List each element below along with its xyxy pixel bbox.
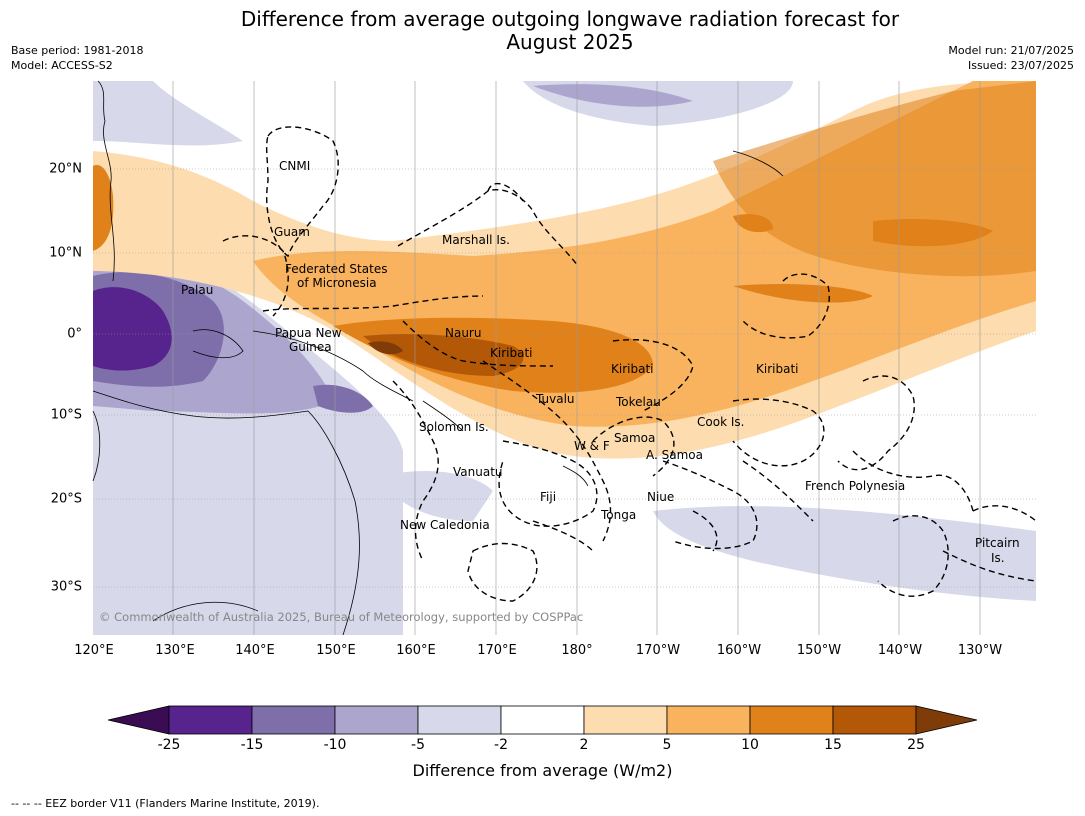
lon-tick-180: 180° bbox=[561, 643, 593, 658]
lon-tick-130w: 130°W bbox=[957, 643, 1003, 658]
lon-tick-150e: 150°E bbox=[316, 643, 356, 658]
lon-tick-170e: 170°E bbox=[477, 643, 517, 658]
colorbar-segment bbox=[915, 705, 978, 735]
region-label-fiji: Fiji bbox=[540, 490, 556, 504]
map-title-line-1: Difference from average outgoing longwav… bbox=[240, 7, 900, 31]
negative-anomaly-regions bbox=[93, 81, 1036, 635]
lat-tick-20n: 20°N bbox=[49, 161, 82, 177]
lon-tick-150w: 150°W bbox=[796, 643, 842, 658]
region-label-pitcairn-1: Pitcairn bbox=[975, 536, 1020, 550]
map-gridlines bbox=[93, 81, 1036, 635]
colorbar bbox=[108, 705, 978, 735]
region-label-kiribati-line: Kiribati bbox=[756, 362, 798, 376]
region-label-new-caledonia: New Caledonia bbox=[400, 518, 490, 532]
colorbar-tick: -25 bbox=[157, 737, 181, 753]
colorbar-segment bbox=[251, 705, 336, 735]
region-label-micronesia-1: Federated States bbox=[285, 262, 387, 276]
lon-tick-130e: 130°E bbox=[155, 643, 195, 658]
lon-tick-140e: 140°E bbox=[235, 643, 275, 658]
region-label-marshall-islands: Marshall Is. bbox=[442, 233, 510, 247]
region-label-solomon: Solomon Is. bbox=[419, 420, 489, 434]
region-label-palau: Palau bbox=[181, 283, 213, 297]
region-label-nauru: Nauru bbox=[445, 326, 481, 340]
region-label-cnmi: CNMI bbox=[279, 159, 310, 173]
lat-tick-30s: 30°S bbox=[50, 579, 82, 595]
region-label-tonga: Tonga bbox=[600, 508, 636, 522]
anomaly-map: CNMI Guam Marshall Is. Federated States … bbox=[92, 80, 1037, 636]
region-label-tuvalu: Tuvalu bbox=[535, 392, 575, 406]
colorbar-tick: -2 bbox=[494, 737, 508, 753]
lon-tick-140w: 140°W bbox=[877, 643, 923, 658]
region-label-niue: Niue bbox=[647, 490, 674, 504]
region-label-tokelau: Tokelau bbox=[615, 395, 661, 409]
colorbar-segment bbox=[749, 705, 834, 735]
region-label-guam: Guam bbox=[274, 225, 310, 239]
colorbar-segment bbox=[666, 705, 751, 735]
colorbar-segment bbox=[417, 705, 502, 735]
copyright-notice: © Commonwealth of Australia 2025, Bureau… bbox=[99, 610, 584, 624]
colorbar-segment bbox=[334, 705, 419, 735]
colorbar-tick: -15 bbox=[240, 737, 264, 753]
positive-anomaly-regions bbox=[93, 81, 1036, 459]
region-label-kiribati-phoenix: Kiribati bbox=[611, 362, 653, 376]
region-label-pitcairn-2: Is. bbox=[991, 551, 1005, 565]
region-label-samoa: Samoa bbox=[614, 431, 655, 445]
colorbar-segment bbox=[583, 705, 668, 735]
lon-tick-160e: 160°E bbox=[396, 643, 436, 658]
region-label-micronesia-2: of Micronesia bbox=[297, 276, 377, 290]
colorbar-tick: 5 bbox=[662, 737, 672, 753]
model-run-info: Model run: 21/07/2025 Issued: 23/07/2025 bbox=[948, 43, 1074, 73]
lon-tick-120e: 120°E bbox=[74, 643, 114, 658]
colorbar-tick: 15 bbox=[824, 737, 842, 753]
lon-tick-170w: 170°W bbox=[635, 643, 681, 658]
region-label-png-1: Papua New bbox=[275, 326, 342, 340]
lat-tick-10s: 10°S bbox=[50, 407, 82, 423]
region-label-french-polynesia: French Polynesia bbox=[805, 479, 905, 493]
colorbar-segment bbox=[108, 705, 170, 735]
lat-tick-0: 0° bbox=[67, 326, 82, 342]
colorbar-label: Difference from average (W/m2) bbox=[412, 761, 673, 780]
region-label-vanuatu: Vanuatu bbox=[453, 465, 503, 479]
eez-border-note: -- -- -- EEZ border V11 (Flanders Marine… bbox=[11, 797, 320, 810]
model-name: Model: ACCESS-S2 bbox=[11, 59, 113, 72]
colorbar-segment bbox=[168, 705, 253, 735]
eez-borders bbox=[222, 126, 1037, 602]
map-title: Difference from average outgoing longwav… bbox=[0, 8, 1085, 54]
colorbar-tick: 2 bbox=[579, 737, 589, 753]
colorbar-segments bbox=[108, 705, 978, 735]
colorbar-tick: 25 bbox=[907, 737, 925, 753]
base-period: Base period: 1981-2018 bbox=[11, 44, 144, 57]
region-label-png-2: Guinea bbox=[289, 340, 332, 354]
coastlines bbox=[92, 80, 784, 636]
region-label-wallis-futuna: W & F bbox=[574, 439, 610, 453]
region-label-cook-islands: Cook Is. bbox=[697, 415, 744, 429]
region-label-american-samoa: A. Samoa bbox=[646, 448, 703, 462]
issued-date: Issued: 23/07/2025 bbox=[967, 59, 1074, 72]
lat-tick-20s: 20°S bbox=[50, 491, 82, 507]
colorbar-segment bbox=[500, 705, 585, 735]
colorbar-tick: -5 bbox=[411, 737, 425, 753]
region-label-kiribati-gilbert: Kiribati bbox=[490, 346, 532, 360]
lat-tick-10n: 10°N bbox=[49, 245, 82, 261]
region-labels: CNMI Guam Marshall Is. Federated States … bbox=[181, 159, 1020, 565]
colorbar-tick: -10 bbox=[323, 737, 347, 753]
lon-tick-160w: 160°W bbox=[716, 643, 762, 658]
colorbar-tick: 10 bbox=[741, 737, 759, 753]
map-title-line-2: August 2025 bbox=[506, 30, 634, 54]
base-period-info: Base period: 1981-2018 Model: ACCESS-S2 bbox=[11, 43, 143, 73]
colorbar-segment bbox=[832, 705, 917, 735]
model-run: Model run: 21/07/2025 bbox=[948, 44, 1074, 57]
